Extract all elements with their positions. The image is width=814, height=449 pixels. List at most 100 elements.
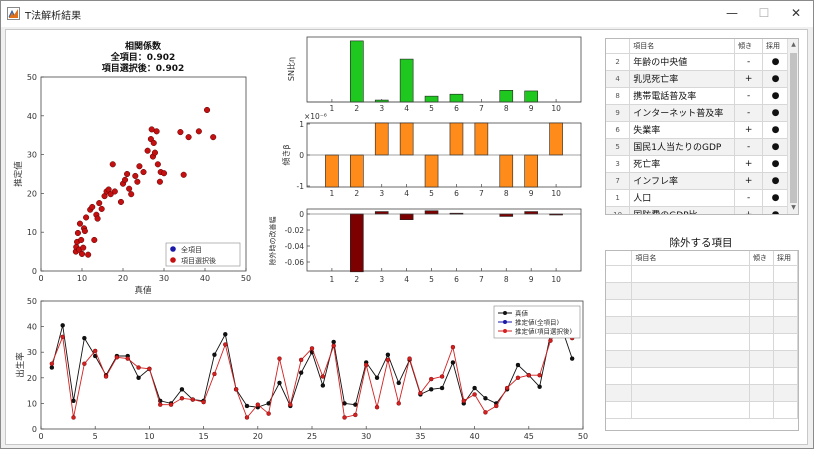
empty-cell[interactable] [773,333,798,351]
slope-cell[interactable]: + [734,172,764,190]
slope-cell[interactable]: - [734,189,764,207]
item-name-cell[interactable]: 携帯電話普及率 [629,87,736,105]
empty-cell[interactable] [773,367,798,385]
adopt-cell[interactable]: ● [762,87,789,105]
items-table[interactable]: 項目名 傾き 採用 2 年齢の中央値 - ● 4 乳児死亡率 + ● 8 携帯電話普及率 - ● 9 イン… [605,38,799,215]
item-name-cell[interactable]: 年齢の中央値 [629,53,736,71]
empty-cell[interactable] [606,384,633,402]
header-adopt[interactable]: 採用 [762,39,789,54]
slope-cell[interactable]: + [734,121,764,139]
scroll-up-arrow-icon[interactable]: ▲ [791,41,796,48]
table-row[interactable] [606,282,798,300]
item-name-cell[interactable]: 死亡率 [629,155,736,173]
minimize-button[interactable]: — [726,6,738,20]
empty-cell[interactable] [749,299,774,317]
table-row[interactable]: 9 インターネット普及率 - ● [606,104,789,122]
empty-cell[interactable] [773,265,798,283]
header-slope[interactable]: 傾き [734,39,764,54]
adopt-cell[interactable]: ● [762,53,789,71]
table-row[interactable] [606,401,798,419]
item-name-cell[interactable]: インターネット普及率 [629,104,736,122]
table-row[interactable]: 2 年齢の中央値 - ● [606,53,789,71]
excluded-header-adopt[interactable]: 採用 [773,251,798,266]
table-row[interactable] [606,299,798,317]
slope-cell[interactable]: - [734,87,764,105]
empty-cell[interactable] [773,299,798,317]
adopt-cell[interactable]: ● [762,206,789,214]
adopt-cell[interactable]: ● [762,172,789,190]
empty-cell[interactable] [631,316,751,334]
table-row[interactable] [606,333,798,351]
item-name-cell[interactable]: 国防費のGDP比 [629,206,736,214]
empty-cell[interactable] [631,367,751,385]
empty-cell[interactable] [606,333,633,351]
empty-cell[interactable] [606,401,633,419]
items-table-scrollbar[interactable]: ▲ ▼ [787,39,798,214]
adopt-cell[interactable]: ● [762,155,789,173]
maximize-button[interactable]: ☐ [758,6,770,20]
adopt-cell[interactable]: ● [762,104,789,122]
empty-cell[interactable] [749,333,774,351]
empty-cell[interactable] [631,333,751,351]
empty-cell[interactable] [606,367,633,385]
adopt-cell[interactable]: ● [762,189,789,207]
empty-cell[interactable] [773,401,798,419]
empty-cell[interactable] [773,384,798,402]
empty-cell[interactable] [749,316,774,334]
adopt-cell[interactable]: ● [762,138,789,156]
empty-cell[interactable] [631,350,751,368]
close-button[interactable]: ✕ [790,6,802,20]
empty-cell[interactable] [606,316,633,334]
table-row[interactable]: 3 死亡率 + ● [606,155,789,173]
table-row[interactable]: 7 インフレ率 + ● [606,172,789,190]
table-row[interactable] [606,384,798,402]
table-row[interactable] [606,350,798,368]
slope-cell[interactable]: + [734,70,764,88]
item-name-cell[interactable]: 乳児死亡率 [629,70,736,88]
empty-cell[interactable] [631,282,751,300]
table-row[interactable] [606,316,798,334]
scroll-down-arrow-icon[interactable]: ▼ [791,204,796,211]
empty-cell[interactable] [749,384,774,402]
item-name-cell[interactable]: 人口 [629,189,736,207]
empty-cell[interactable] [749,367,774,385]
slope-cell[interactable]: + [734,206,764,214]
table-row[interactable]: 4 乳児死亡率 + ● [606,70,789,88]
empty-cell[interactable] [749,282,774,300]
empty-cell[interactable] [631,401,751,419]
table-row[interactable]: 5 国民1人当たりのGDP - ● [606,138,789,156]
excluded-items-table[interactable]: 項目名 傾き 採用 [605,250,799,431]
slope-cell[interactable]: - [734,104,764,122]
table-row[interactable]: 6 失業率 + ● [606,121,789,139]
empty-cell[interactable] [631,299,751,317]
adopt-cell[interactable]: ● [762,70,789,88]
empty-cell[interactable] [749,401,774,419]
empty-cell[interactable] [606,299,633,317]
slope-cell[interactable]: + [734,155,764,173]
empty-cell[interactable] [749,265,774,283]
empty-cell[interactable] [606,350,633,368]
table-row[interactable]: 1 人口 - ● [606,189,789,207]
table-row[interactable] [606,265,798,283]
empty-cell[interactable] [749,350,774,368]
empty-cell[interactable] [606,265,633,283]
item-name-cell[interactable]: インフレ率 [629,172,736,190]
empty-cell[interactable] [773,282,798,300]
excluded-header-item-name[interactable]: 項目名 [631,251,751,266]
adopt-cell[interactable]: ● [762,121,789,139]
excluded-header-slope[interactable]: 傾き [749,251,774,266]
slope-cell[interactable]: - [734,138,764,156]
scroll-thumb[interactable] [790,53,797,203]
slope-cell[interactable]: - [734,53,764,71]
item-name-cell[interactable]: 国民1人当たりのGDP [629,138,736,156]
empty-cell[interactable] [606,282,633,300]
empty-cell[interactable] [631,384,751,402]
item-name-cell[interactable]: 失業率 [629,121,736,139]
empty-cell[interactable] [773,316,798,334]
header-item-name[interactable]: 項目名 [629,39,736,54]
table-row[interactable]: 8 携帯電話普及率 - ● [606,87,789,105]
table-row[interactable] [606,367,798,385]
empty-cell[interactable] [631,265,751,283]
empty-cell[interactable] [773,350,798,368]
table-row[interactable]: 10国防費のGDP比+● [606,206,789,214]
